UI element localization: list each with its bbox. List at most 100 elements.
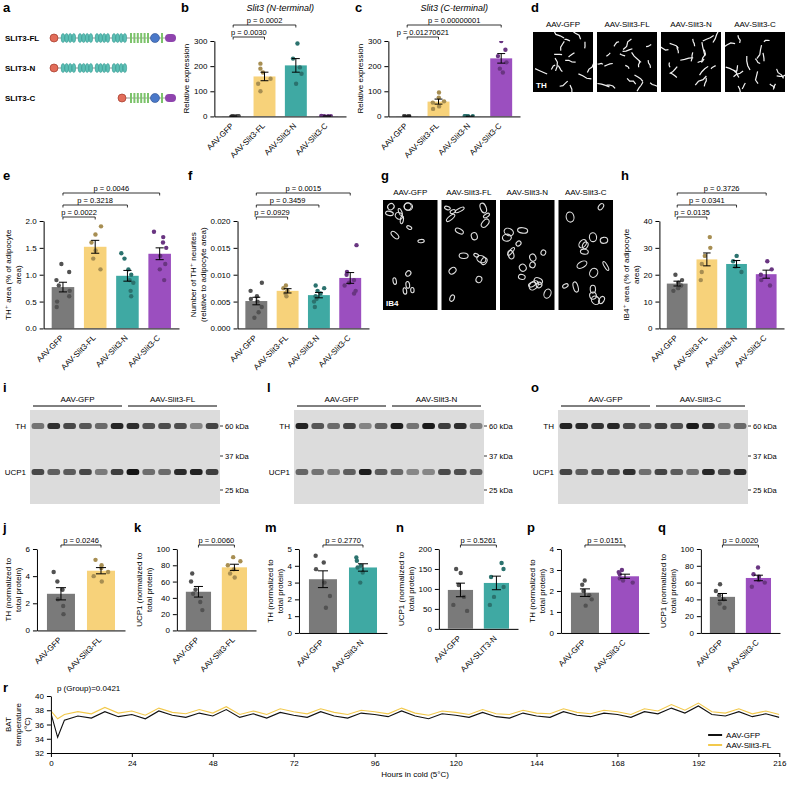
egf-domain: [144, 33, 146, 43]
band: [95, 423, 108, 429]
tick-label: 40: [685, 595, 694, 604]
panel-b: b0100200300AAV-GFPAAV-Slit3-FLAAV-Slit3-…: [181, 0, 347, 160]
band: [174, 423, 187, 429]
fiber: [578, 74, 591, 79]
vessel: [450, 209, 457, 215]
fiber: [627, 78, 636, 84]
tick: AAV-Slit3-C: [733, 328, 769, 369]
image-title: AAV-GFP: [546, 20, 580, 29]
tick-mark: [295, 549, 299, 550]
bar: [87, 571, 115, 631]
tick: 0: [288, 629, 299, 638]
tick: 1: [550, 608, 561, 617]
error-bar: [673, 281, 680, 286]
lrr-domain: [102, 34, 106, 43]
marks: [448, 561, 509, 629]
vessel: [480, 257, 488, 266]
tick: 0: [689, 629, 700, 638]
error-bar: [580, 589, 590, 597]
panel-letter: p: [527, 520, 535, 535]
fiber: [625, 65, 629, 68]
tick: 100: [157, 545, 177, 554]
band: [454, 423, 467, 429]
bracket: [63, 217, 95, 220]
vessel: [444, 206, 451, 211]
tick: 40: [35, 692, 51, 701]
tick: 0.000: [211, 324, 238, 333]
tick: AAV-GFP: [694, 633, 724, 669]
lrr-domain: [82, 34, 86, 43]
y-axis: 0.0000.0050.0100.0150.020: [211, 217, 239, 333]
tick: 4: [550, 545, 561, 554]
tick-label: 10: [644, 298, 653, 307]
data-point: [580, 582, 584, 586]
tick: 1.5: [26, 244, 44, 253]
band: [47, 423, 60, 429]
data-point: [61, 604, 65, 608]
tick-mark: [33, 549, 37, 550]
vessel: [449, 294, 456, 302]
band: [142, 423, 155, 429]
fiber: [725, 43, 735, 48]
tick-mark: [47, 753, 51, 754]
fiber: [671, 73, 677, 77]
bar: [726, 264, 747, 328]
fiber: [770, 84, 774, 88]
bracket: [407, 37, 438, 40]
tick: 6: [26, 545, 37, 554]
vessel: [580, 249, 589, 255]
fiber: [561, 41, 565, 50]
tick-mark: [132, 753, 133, 757]
marker-label: 60 kDa: [489, 422, 514, 431]
bracket: [407, 25, 501, 28]
laminin-g-domain: [151, 34, 160, 43]
panel-o: oAAV-GFPAAV-Slit3-CTHUCP160 kDa37 kDa25 …: [531, 380, 778, 504]
data-point: [233, 575, 237, 579]
fiber: [565, 60, 575, 62]
bracket: [233, 37, 264, 40]
tick: 100: [194, 87, 214, 96]
band: [655, 423, 668, 429]
tick: 120: [449, 753, 463, 768]
band: [734, 469, 747, 475]
annotation: p = 0.3459: [270, 196, 306, 205]
data-point: [739, 270, 743, 274]
data-point: [765, 259, 769, 263]
tick-mark: [384, 66, 388, 67]
egf-domain: [147, 33, 149, 43]
tick: 100: [368, 87, 388, 96]
legend-label: AAV-Slit3-FL: [726, 741, 772, 750]
fiber: [620, 54, 625, 56]
data-point: [671, 289, 675, 293]
tick-label: 192: [692, 759, 706, 768]
legend-swatch: [708, 744, 722, 746]
tick-label: 0.010: [211, 271, 232, 280]
tick-mark: [697, 616, 701, 617]
x-axis: AAV-GFPAAV-Slit3-FL: [33, 630, 126, 673]
data-point: [163, 262, 167, 266]
tick: 1.0: [26, 271, 44, 280]
marks: [667, 235, 777, 329]
vessel: [588, 267, 599, 279]
vessel: [470, 232, 478, 241]
data-point: [465, 609, 469, 613]
bar: [254, 76, 276, 116]
tick-label: 60: [161, 578, 170, 587]
tick-label: 2: [26, 599, 31, 608]
band: [79, 423, 92, 429]
fiber: [572, 32, 581, 39]
micrograph: [597, 32, 657, 92]
tick-label: 0.5: [26, 298, 38, 307]
bar: [148, 254, 171, 329]
x-axis: AAV-GFPAAV-Slit3-FLAAV-Slit3-NAAV-Slit3-…: [649, 328, 784, 371]
tick: 0: [550, 629, 561, 638]
lrr-domain: [68, 64, 72, 73]
y-axis: 0100200300: [368, 37, 389, 121]
tick-mark: [435, 589, 439, 590]
tick-label: AAV-Slit3-C: [317, 333, 353, 369]
marker-tick: [484, 456, 487, 457]
data-point: [751, 572, 755, 576]
micrograph: [442, 200, 497, 310]
vessel: [403, 287, 407, 294]
tick-label: AAV-Slit3-FL: [671, 333, 710, 372]
